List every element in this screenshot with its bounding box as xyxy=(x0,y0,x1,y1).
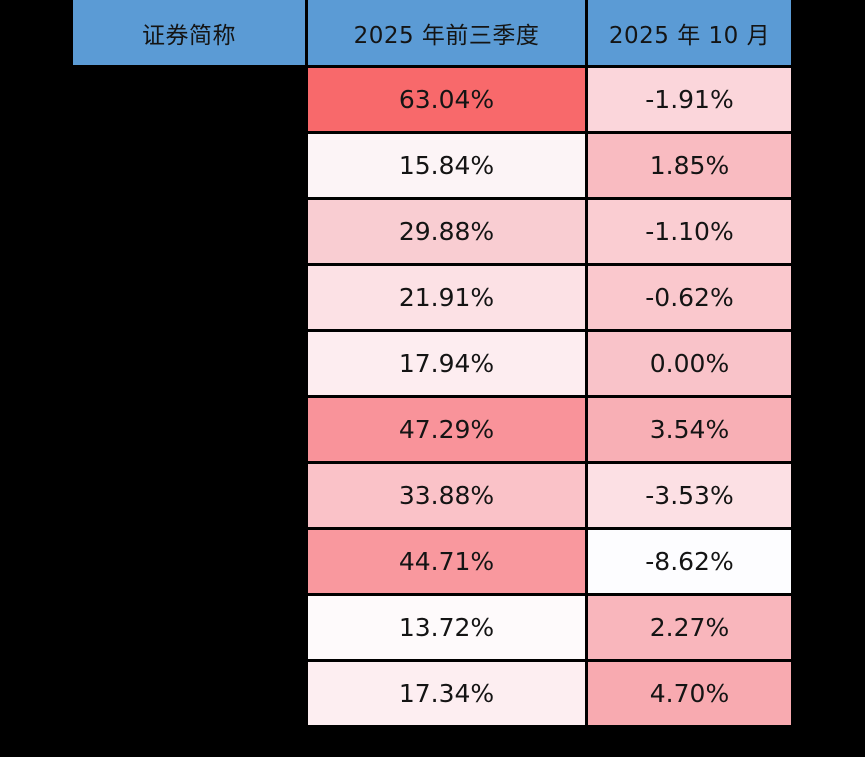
table-row: 47.29% 3.54% xyxy=(73,398,791,461)
oct-value-cell: 2.27% xyxy=(588,596,791,659)
q3-value-cell: 17.34% xyxy=(308,662,585,725)
table-row: 17.34% 4.70% xyxy=(73,662,791,725)
table-row: 33.88% -3.53% xyxy=(73,464,791,527)
security-name-cell xyxy=(73,596,305,659)
q3-value-cell: 44.71% xyxy=(308,530,585,593)
security-name-cell xyxy=(73,332,305,395)
header-oct-2025: 2025 年 10 月 xyxy=(588,0,791,65)
oct-value-cell: -3.53% xyxy=(588,464,791,527)
table-row: 21.91% -0.62% xyxy=(73,266,791,329)
security-name-cell xyxy=(73,266,305,329)
q3-value-cell: 63.04% xyxy=(308,68,585,131)
security-name-cell xyxy=(73,464,305,527)
table-header-row: 证券简称 2025 年前三季度 2025 年 10 月 xyxy=(73,0,791,65)
oct-value-cell: 3.54% xyxy=(588,398,791,461)
returns-table: 证券简称 2025 年前三季度 2025 年 10 月 63.04% -1.91… xyxy=(73,0,791,725)
security-name-cell xyxy=(73,68,305,131)
oct-value-cell: 1.85% xyxy=(588,134,791,197)
table-row: 13.72% 2.27% xyxy=(73,596,791,659)
security-name-cell xyxy=(73,200,305,263)
oct-value-cell: 0.00% xyxy=(588,332,791,395)
q3-value-cell: 47.29% xyxy=(308,398,585,461)
q3-value-cell: 17.94% xyxy=(308,332,585,395)
table-row: 29.88% -1.10% xyxy=(73,200,791,263)
security-name-cell xyxy=(73,662,305,725)
table-row: 44.71% -8.62% xyxy=(73,530,791,593)
oct-value-cell: -1.10% xyxy=(588,200,791,263)
q3-value-cell: 33.88% xyxy=(308,464,585,527)
security-name-cell xyxy=(73,134,305,197)
q3-value-cell: 13.72% xyxy=(308,596,585,659)
header-security-name: 证券简称 xyxy=(73,0,305,65)
q3-value-cell: 21.91% xyxy=(308,266,585,329)
table-row: 17.94% 0.00% xyxy=(73,332,791,395)
q3-value-cell: 29.88% xyxy=(308,200,585,263)
table-row: 63.04% -1.91% xyxy=(73,68,791,131)
security-name-cell xyxy=(73,530,305,593)
oct-value-cell: 4.70% xyxy=(588,662,791,725)
table-row: 15.84% 1.85% xyxy=(73,134,791,197)
oct-value-cell: -1.91% xyxy=(588,68,791,131)
oct-value-cell: -0.62% xyxy=(588,266,791,329)
oct-value-cell: -8.62% xyxy=(588,530,791,593)
security-name-cell xyxy=(73,398,305,461)
header-q3-2025: 2025 年前三季度 xyxy=(308,0,585,65)
q3-value-cell: 15.84% xyxy=(308,134,585,197)
